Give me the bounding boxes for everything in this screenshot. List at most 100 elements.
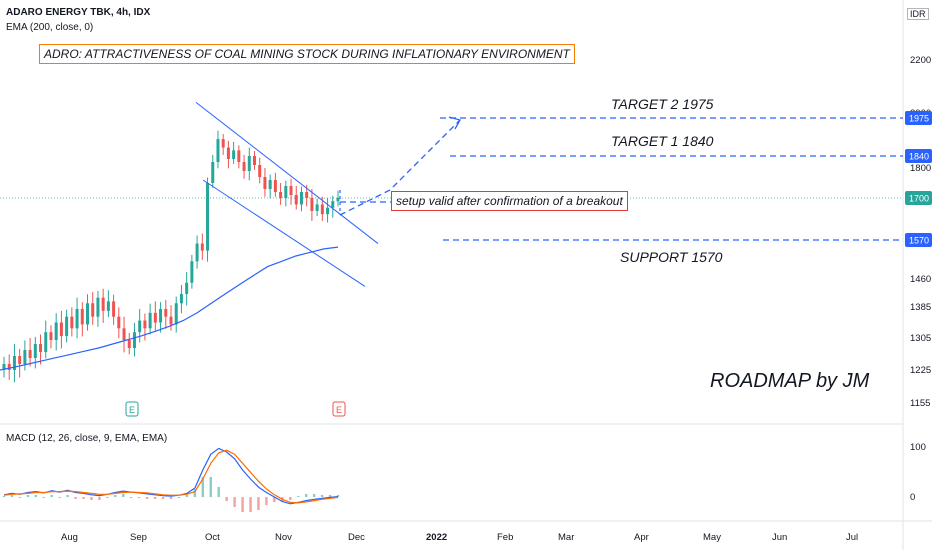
channel-upper-line (195, 102, 379, 244)
candle-body (169, 316, 173, 325)
candle-body (91, 303, 95, 317)
price-tag-label: 1975 (909, 114, 929, 124)
currency-badge[interactable]: IDR (907, 8, 929, 20)
macd-histogram-bar (233, 497, 236, 507)
time-axis-tick: Oct (205, 532, 220, 543)
macd-histogram-bar (201, 477, 205, 497)
macd-indicator-label[interactable]: MACD (12, 26, close, 9, EMA, EMA) (6, 433, 168, 444)
macd-histogram-bar (82, 497, 85, 499)
time-axis-tick: Mar (558, 532, 574, 543)
candle-body (143, 320, 147, 329)
candle-body (70, 316, 74, 329)
price-axis-tick: 1800 (910, 163, 931, 174)
candle-body (39, 344, 43, 352)
candle-body (273, 180, 277, 192)
candle-body (263, 177, 267, 189)
candle-body (258, 165, 262, 177)
macd-histogram-bar (2, 496, 6, 497)
title-annotation[interactable]: ADRO: ATTRACTIVENESS OF COAL MINING STOC… (39, 44, 575, 64)
candle-body (33, 344, 37, 358)
time-axis-tick: Jun (772, 532, 787, 543)
macd-histogram-bar (217, 487, 220, 497)
candle-body (12, 356, 16, 370)
ema-indicator-label[interactable]: EMA (200, close, 0) (6, 22, 94, 33)
candle-body (190, 261, 194, 283)
candle-body (279, 192, 283, 198)
candle-body (226, 147, 230, 159)
macd-histogram-bar (98, 497, 101, 500)
price-axis-tick: 1385 (910, 302, 931, 313)
macd-signal-line (3, 449, 339, 504)
price-axis-tick: 1305 (910, 333, 931, 344)
price-tag-bg (905, 233, 932, 247)
macd-histogram-bar (10, 495, 14, 497)
candle-body (268, 180, 272, 189)
candle-body (49, 332, 53, 340)
candle-body (326, 207, 330, 215)
macd-histogram-bar (153, 497, 157, 499)
ema-line (0, 246, 339, 371)
macd-histogram-bar (257, 497, 260, 510)
candle-body (86, 303, 89, 325)
candle-body (122, 328, 126, 340)
candle-body (221, 139, 225, 148)
price-axis-tick: 1225 (910, 365, 931, 376)
time-axis-tick: Sep (130, 532, 147, 543)
macd-histogram-bar (114, 495, 117, 497)
price-tag-bg (905, 191, 932, 205)
macd-histogram-bar (34, 495, 38, 497)
candle-body (299, 192, 303, 205)
macd-histogram-bar (304, 494, 308, 497)
channel-lower-line (202, 179, 366, 287)
candle-body (117, 316, 121, 329)
candle-body (80, 308, 84, 325)
support-label[interactable]: SUPPORT 1570 (620, 249, 723, 265)
earnings-marker-label: E (129, 405, 135, 415)
time-axis-tick: 2022 (426, 532, 447, 543)
candle-body (294, 195, 298, 205)
price-axis-tick: 2200 (910, 55, 931, 66)
macd-histogram-bar (137, 497, 141, 498)
macd-histogram-bar (145, 497, 149, 499)
candle-body (127, 340, 131, 348)
target-1-label[interactable]: TARGET 1 1840 (611, 133, 714, 149)
time-axis-tick: Feb (497, 532, 513, 543)
macd-histogram-bar (122, 494, 125, 497)
candle-body (2, 364, 6, 370)
candle-body (23, 350, 27, 364)
macd-axis-tick: 100 (910, 442, 926, 453)
setup-note-annotation[interactable]: setup valid after confirmation of a brea… (391, 191, 628, 211)
candle-body (112, 301, 116, 317)
candle-body (253, 156, 256, 165)
target-2-label[interactable]: TARGET 2 1975 (611, 96, 714, 112)
macd-histogram-bar (185, 495, 189, 497)
macd-histogram-bar (130, 497, 133, 498)
macd-histogram-bar (42, 497, 45, 498)
macd-histogram-bar (320, 495, 324, 497)
projection-path (339, 119, 461, 216)
candle-body (138, 320, 142, 333)
earnings-marker (125, 401, 139, 417)
price-tag-label: 1840 (909, 152, 929, 162)
price-axis-tick: 1460 (910, 274, 931, 285)
candle-body (174, 303, 178, 325)
macd-histogram-bar (297, 496, 300, 497)
time-axis-tick: Dec (348, 532, 365, 543)
symbol-line[interactable]: ADARO ENERGY TBK, 4h, IDX (6, 7, 151, 18)
candle-body (179, 293, 183, 304)
earnings-marker (332, 401, 346, 417)
candle-body (75, 308, 79, 329)
candle-body (216, 139, 220, 162)
macd-histogram-bar (106, 497, 109, 498)
candle-body (211, 162, 215, 183)
candle-body (331, 201, 335, 208)
time-axis-tick: Jul (846, 532, 858, 543)
candle-body (237, 150, 241, 162)
price-axis-tick: 1155 (910, 398, 930, 409)
candle-body (18, 356, 22, 364)
candle-body (132, 332, 136, 348)
candle-body (247, 156, 251, 171)
time-axis-tick: Nov (275, 532, 292, 543)
